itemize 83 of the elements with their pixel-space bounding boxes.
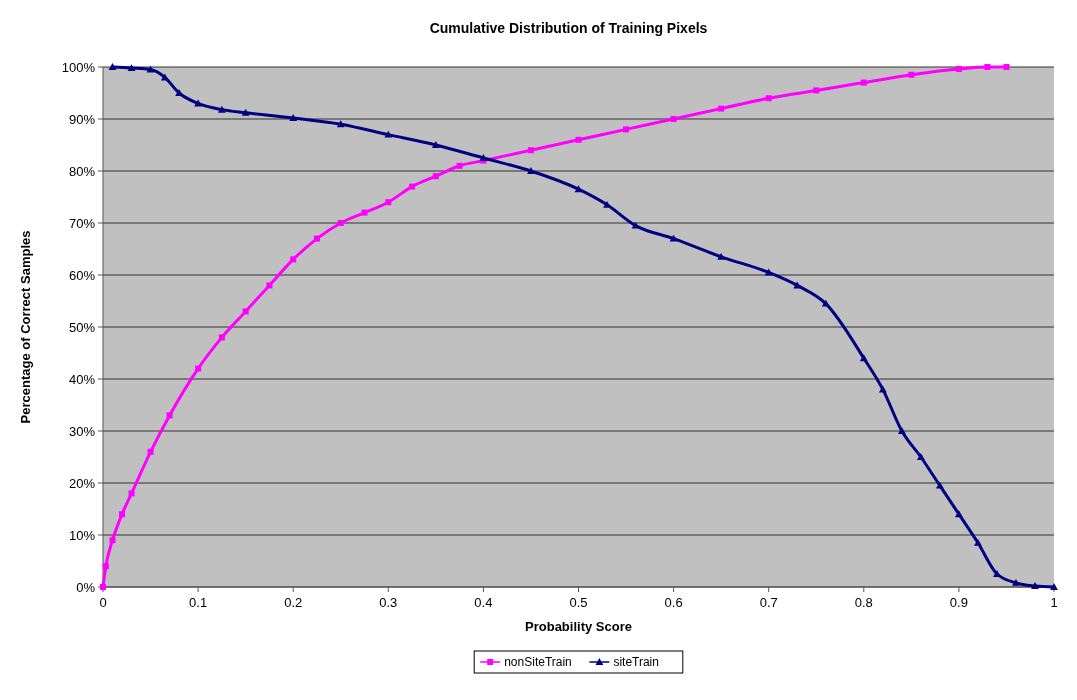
point bbox=[266, 282, 273, 289]
point bbox=[147, 448, 154, 455]
point bbox=[361, 209, 368, 216]
x-tick-label: 0.7 bbox=[759, 595, 778, 610]
point bbox=[456, 162, 463, 169]
point bbox=[859, 354, 868, 362]
point bbox=[1031, 582, 1039, 589]
x-tick-label: 0.9 bbox=[949, 595, 968, 610]
point bbox=[860, 79, 867, 86]
point bbox=[290, 256, 297, 263]
y-tick-label: 40% bbox=[68, 371, 96, 387]
point bbox=[813, 87, 820, 94]
point bbox=[128, 490, 135, 497]
point bbox=[409, 183, 416, 190]
point bbox=[897, 427, 906, 434]
y-tick-label: 80% bbox=[68, 163, 96, 179]
y-tick-label: 10% bbox=[68, 527, 96, 543]
point bbox=[336, 120, 345, 128]
point bbox=[242, 308, 249, 315]
x-tick-label: 0.3 bbox=[379, 595, 398, 610]
x-tick-label: 0.5 bbox=[569, 595, 588, 610]
point bbox=[935, 481, 944, 489]
point bbox=[337, 220, 344, 226]
point bbox=[195, 365, 202, 372]
y-tick-label: 100% bbox=[61, 59, 96, 75]
point bbox=[175, 89, 183, 96]
y-tick-label: 20% bbox=[68, 475, 96, 491]
chart-title: Cumulative Distribution of Training Pixels bbox=[429, 20, 708, 36]
point bbox=[955, 66, 962, 73]
x-tick-label: 0.6 bbox=[664, 595, 683, 610]
point bbox=[974, 538, 982, 546]
point bbox=[631, 221, 640, 229]
point bbox=[108, 63, 117, 70]
point bbox=[916, 453, 925, 460]
y-tick-label: 50% bbox=[68, 319, 96, 335]
point bbox=[384, 130, 393, 138]
point bbox=[385, 199, 392, 206]
point bbox=[603, 200, 611, 208]
point bbox=[146, 65, 155, 73]
point bbox=[431, 141, 440, 148]
point bbox=[574, 185, 583, 193]
x-tick-label: 0 bbox=[99, 595, 107, 610]
point bbox=[127, 64, 136, 72]
legend-label: nonSiteTrain bbox=[504, 655, 572, 670]
point bbox=[527, 167, 535, 174]
point bbox=[289, 114, 298, 121]
legend-label: siteTrain bbox=[613, 655, 659, 670]
x-axis-title: Probability Score bbox=[525, 619, 632, 634]
y-tick-label: 30% bbox=[68, 423, 96, 439]
point bbox=[717, 252, 726, 260]
point bbox=[313, 235, 320, 242]
y-tick-label: 60% bbox=[68, 267, 96, 283]
y-tick-label: 70% bbox=[68, 215, 96, 231]
point bbox=[984, 64, 991, 70]
point bbox=[241, 108, 250, 116]
point bbox=[527, 147, 534, 154]
y-tick-label: 0% bbox=[76, 579, 96, 595]
point bbox=[623, 126, 630, 133]
point bbox=[217, 105, 226, 113]
point bbox=[765, 95, 772, 102]
point bbox=[432, 173, 439, 180]
x-tick-label: 0.4 bbox=[474, 595, 493, 610]
x-tick-label: 0.1 bbox=[189, 595, 208, 610]
point bbox=[102, 563, 109, 570]
point bbox=[166, 412, 173, 419]
x-tick-label: 1 bbox=[1050, 595, 1058, 610]
point bbox=[955, 510, 963, 518]
point bbox=[575, 136, 582, 143]
y-tick-label: 90% bbox=[68, 111, 96, 127]
y-axis-title: Percentage of Correct Samples bbox=[18, 230, 33, 424]
x-tick-label: 0.2 bbox=[284, 595, 303, 610]
point bbox=[1003, 64, 1010, 70]
point bbox=[670, 116, 677, 122]
x-tick-label: 0.8 bbox=[854, 595, 873, 610]
point bbox=[908, 71, 915, 78]
point bbox=[109, 537, 116, 544]
point bbox=[1012, 578, 1020, 586]
point bbox=[119, 511, 126, 518]
point bbox=[218, 334, 225, 341]
point bbox=[718, 105, 725, 112]
point bbox=[821, 299, 830, 307]
point bbox=[993, 570, 1001, 577]
point bbox=[669, 234, 678, 242]
